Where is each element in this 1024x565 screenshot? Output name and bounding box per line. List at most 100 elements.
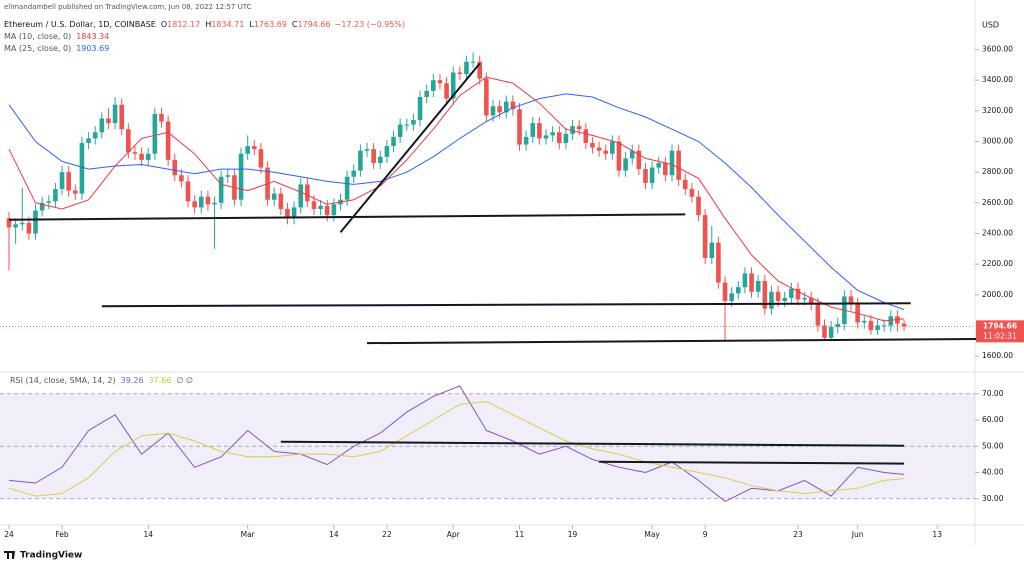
candle-body [112, 104, 118, 124]
candle-body [99, 118, 105, 133]
candle-body [868, 320, 874, 331]
candle-body [298, 184, 304, 208]
y-tick-label: 2600.00 [982, 198, 1013, 207]
candle-body [875, 325, 880, 331]
candle-body [835, 323, 841, 328]
candle-body [550, 132, 555, 136]
candle-body [643, 169, 648, 183]
candle-body [218, 176, 224, 203]
candle-body [769, 291, 774, 309]
candle-body [676, 150, 681, 180]
x-tick-label: 19 [568, 530, 578, 539]
candle-body [33, 210, 38, 234]
candle-body [484, 78, 489, 116]
candle-body [126, 129, 131, 153]
candle-body [165, 121, 171, 160]
candle-body [570, 126, 575, 134]
candle-body [696, 196, 701, 216]
candle-body [245, 146, 250, 154]
candle-body [192, 201, 197, 208]
x-tick-label: May [644, 530, 660, 539]
candle-body [590, 143, 595, 148]
candle-body [39, 202, 45, 211]
candle-body [271, 193, 277, 200]
publisher: elimandambell published on TradingView.c… [4, 3, 252, 11]
candle-body [46, 201, 52, 203]
candle-body [152, 113, 158, 154]
trend-line [101, 302, 911, 308]
brand: TradingView [20, 551, 82, 561]
line-series [8, 93, 905, 311]
candle-body [629, 150, 635, 159]
line-series [8, 385, 905, 502]
x-tick-label: 11 [515, 530, 525, 539]
y-tick-label: 3400.00 [982, 75, 1013, 84]
candle-body [450, 72, 456, 99]
candle-body [344, 176, 350, 200]
candle-body [351, 170, 357, 177]
trend-line [280, 440, 905, 447]
trend-line [599, 460, 905, 465]
currency: USD [982, 21, 999, 30]
price-tag-label: 1794.66 [983, 321, 1017, 330]
y-tick-label: 1600.00 [982, 351, 1013, 360]
candle-body [556, 132, 562, 144]
candle-body [258, 149, 264, 168]
candle-body [702, 215, 708, 259]
rsi-extra: ∅ ∅ [176, 376, 193, 385]
ohlc-value: 1794.66 [298, 20, 331, 29]
candle-body [523, 136, 529, 145]
candle-body [79, 143, 85, 194]
candle-body [119, 104, 125, 130]
candle-body [729, 293, 734, 301]
candle-body [762, 281, 768, 309]
candle-body [517, 109, 522, 145]
x-tick-label: Feb [55, 530, 69, 539]
candle-body [623, 158, 628, 171]
ma-legend: MA (10, close, 0) 1843.34 [4, 32, 109, 41]
trend-line [339, 62, 481, 233]
candle-body [311, 201, 317, 209]
candle-body [397, 124, 403, 137]
x-tick-label: 14 [143, 530, 153, 539]
candle-body [808, 297, 814, 305]
price-tag [976, 320, 1024, 343]
candle-body [26, 222, 32, 234]
candle-body [198, 196, 204, 208]
change: −17.23 (−0.95%) [335, 20, 406, 29]
candle-body [848, 296, 854, 305]
candle-body [225, 175, 231, 177]
y-tick-label: 50.00 [982, 441, 1004, 450]
candle-body [497, 106, 502, 113]
candle-body [815, 304, 821, 326]
candle-body [888, 316, 894, 326]
candle-body [417, 97, 423, 121]
candle-body [212, 202, 217, 205]
x-tick-label: 9 [703, 530, 708, 539]
brand-logo [4, 551, 15, 559]
y-tick-label: 70.00 [982, 389, 1004, 398]
x-tick-label: 23 [793, 530, 803, 539]
candle-body [656, 162, 662, 168]
y-tick-label: 2400.00 [982, 229, 1013, 238]
x-tick-label: 14 [329, 530, 339, 539]
y-tick-label: 3000.00 [982, 136, 1013, 145]
candle-body [424, 90, 429, 98]
y-tick-label: 2000.00 [982, 290, 1013, 299]
candle-body [305, 184, 310, 202]
candle-body [782, 297, 788, 301]
ohlc-label: C [292, 20, 298, 29]
ma-legend: MA (25, close, 0) 1903.69 [4, 44, 109, 53]
ma-name: MA (25, close, 0) [4, 44, 71, 53]
legend-header: Ethereum / U.S. Dollar, 1D, COINBASE O181… [4, 20, 405, 29]
candle-body [510, 101, 516, 110]
candle-body [139, 153, 144, 160]
countdown: 11:02:31 [983, 331, 1017, 340]
candle-body [364, 149, 370, 151]
candle-body [742, 273, 748, 288]
candle-body [689, 189, 695, 197]
candle-body [755, 281, 761, 292]
candle-body [457, 72, 463, 75]
